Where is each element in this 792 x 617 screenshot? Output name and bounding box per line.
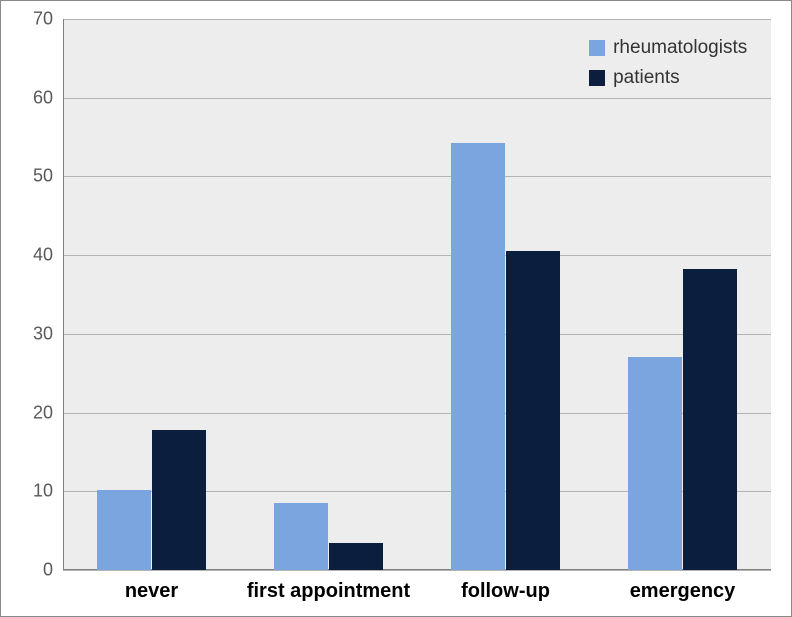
- bar: [683, 269, 738, 570]
- bar: [451, 143, 506, 570]
- plot-area: [63, 19, 771, 570]
- gridline: [63, 334, 771, 335]
- legend-swatch: [589, 40, 605, 56]
- y-tick-label: 0: [1, 560, 53, 581]
- legend: rheumatologists patients: [583, 29, 753, 97]
- bar: [506, 251, 561, 570]
- y-tick-label: 50: [1, 166, 53, 187]
- legend-swatch: [589, 70, 605, 86]
- y-tick-label: 10: [1, 481, 53, 502]
- y-tick-label: 70: [1, 9, 53, 30]
- gridline: [63, 19, 771, 20]
- gridline: [63, 98, 771, 99]
- x-tick-label: emergency: [630, 580, 736, 603]
- bar: [329, 543, 384, 570]
- bar: [628, 357, 683, 570]
- legend-item: patients: [589, 67, 747, 89]
- bar: [97, 490, 152, 570]
- y-tick-label: 60: [1, 87, 53, 108]
- y-axis-line: [63, 19, 64, 570]
- bar: [274, 503, 329, 570]
- legend-label: patients: [613, 67, 680, 89]
- y-tick-label: 40: [1, 245, 53, 266]
- x-tick-label: follow-up: [461, 580, 550, 603]
- y-tick-label: 20: [1, 402, 53, 423]
- legend-label: rheumatologists: [613, 37, 747, 59]
- x-tick-label: first appointment: [247, 580, 410, 603]
- legend-item: rheumatologists: [589, 37, 747, 59]
- chart-container: 0 10 20 30 40 50 60 70 never first appointment fo…: [0, 0, 792, 617]
- gridline: [63, 570, 771, 571]
- x-tick-label: never: [125, 580, 178, 603]
- y-tick-label: 30: [1, 323, 53, 344]
- bar: [152, 430, 207, 570]
- gridline: [63, 176, 771, 177]
- gridline: [63, 255, 771, 256]
